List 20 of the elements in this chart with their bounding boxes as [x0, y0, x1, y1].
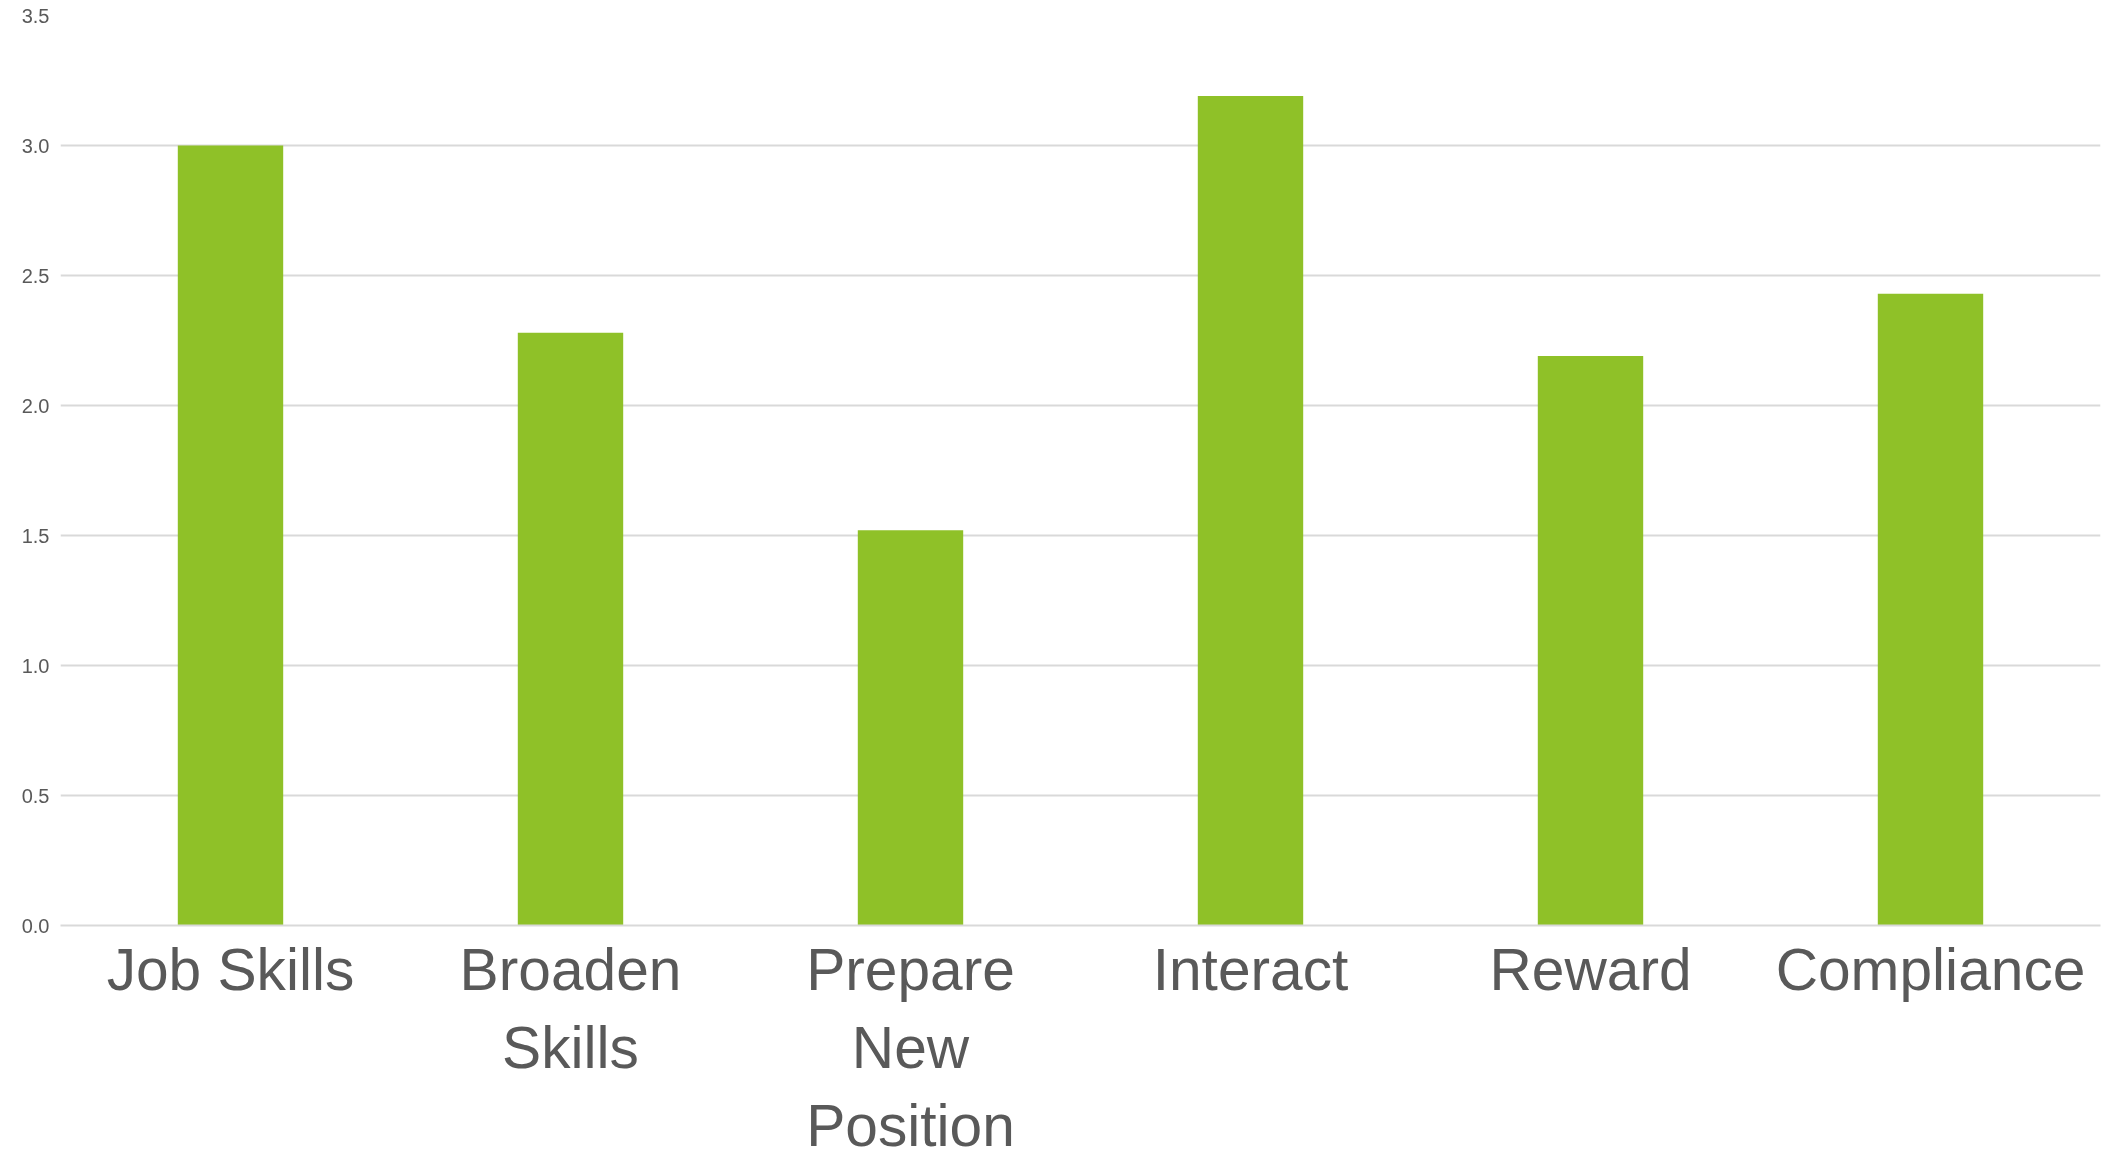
- bar: [1537, 356, 1644, 926]
- x-tick-label: Job Skills: [106, 936, 355, 1002]
- x-tick-label: Broaden Skills: [459, 936, 682, 1080]
- x-tick-label: Compliance: [1775, 936, 2086, 1002]
- y-tick-label: 3.0: [21, 134, 50, 157]
- y-tick-label: 2.5: [21, 264, 50, 287]
- bar: [1877, 293, 1984, 926]
- x-tick-label: Reward: [1489, 936, 1692, 1002]
- bar: [857, 530, 964, 926]
- x-tick-label: Prepare New Position: [806, 936, 1015, 1158]
- bar: [1197, 96, 1304, 926]
- y-tick-label: 2.0: [21, 394, 50, 417]
- bar: [177, 145, 284, 926]
- y-tick-label: 1.0: [21, 654, 50, 677]
- bar: [517, 332, 624, 926]
- y-tick-label: 3.5: [21, 4, 50, 27]
- y-tick-label: 1.5: [21, 524, 50, 547]
- y-tick-label: 0.0: [21, 914, 50, 937]
- x-tick-label: Interact: [1152, 936, 1349, 1002]
- y-tick-label: 0.5: [21, 784, 50, 807]
